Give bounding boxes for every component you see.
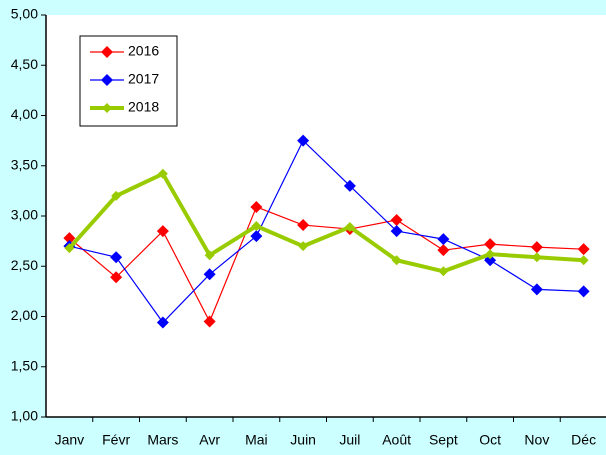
marker (110, 271, 123, 284)
legend-marker (101, 46, 113, 58)
marker (437, 233, 450, 246)
marker (203, 268, 216, 281)
x-tick-label: Janv (55, 432, 85, 448)
marker (577, 243, 590, 256)
marker (250, 230, 263, 243)
x-tick-label: Sept (429, 432, 458, 448)
legend-marker (102, 103, 112, 113)
marker (111, 190, 122, 201)
marker (204, 250, 215, 261)
marker (531, 252, 542, 263)
legend-label: 2016 (128, 43, 159, 59)
series-line (68, 206, 584, 323)
marker (156, 225, 169, 238)
legend-label: 2018 (128, 99, 159, 115)
y-tick-label: 3,50 (11, 156, 38, 172)
y-tick-label: 5,00 (11, 6, 38, 22)
marker (298, 241, 309, 252)
marker (203, 315, 216, 328)
y-tick-label: 4,50 (11, 56, 38, 72)
x-tick-label: Déc (571, 432, 596, 448)
marker (344, 222, 355, 233)
marker (390, 214, 403, 227)
marker (577, 285, 590, 298)
marker (530, 241, 543, 254)
marker (297, 134, 310, 147)
y-tick-label: 2,50 (11, 257, 38, 273)
marker (297, 219, 310, 232)
marker (485, 249, 496, 260)
marker (390, 225, 403, 238)
y-tick-label: 1,00 (11, 408, 38, 424)
marker (110, 251, 123, 264)
x-tick-label: Août (382, 432, 411, 448)
x-tick-label: Mars (147, 432, 178, 448)
marker (578, 255, 589, 266)
marker (484, 238, 497, 251)
x-tick-label: Févr (102, 432, 130, 448)
x-tick-label: Juin (290, 432, 316, 448)
x-tick-label: Nov (524, 432, 549, 448)
marker (251, 221, 262, 232)
x-tick-label: Oct (479, 432, 501, 448)
series-line (69, 139, 584, 324)
legend-label: 2017 (128, 71, 159, 87)
x-tick-label: Mai (245, 432, 268, 448)
x-tick-label: Juil (339, 432, 360, 448)
marker (157, 168, 168, 179)
marker (437, 244, 450, 257)
x-tick-label: Avr (199, 432, 220, 448)
y-tick-label: 2,00 (11, 307, 38, 323)
marker (530, 283, 543, 296)
marker (438, 266, 449, 277)
legend-marker (101, 74, 113, 86)
series-line (67, 171, 584, 274)
marker (391, 255, 402, 266)
marker (156, 316, 169, 329)
marker (64, 243, 75, 254)
marker (250, 200, 263, 213)
y-tick-label: 4,00 (11, 106, 38, 122)
marker (343, 179, 356, 192)
y-tick-label: 1,50 (11, 357, 38, 373)
y-tick-label: 3,00 (11, 207, 38, 223)
legend (79, 35, 178, 127)
marker (63, 232, 76, 245)
